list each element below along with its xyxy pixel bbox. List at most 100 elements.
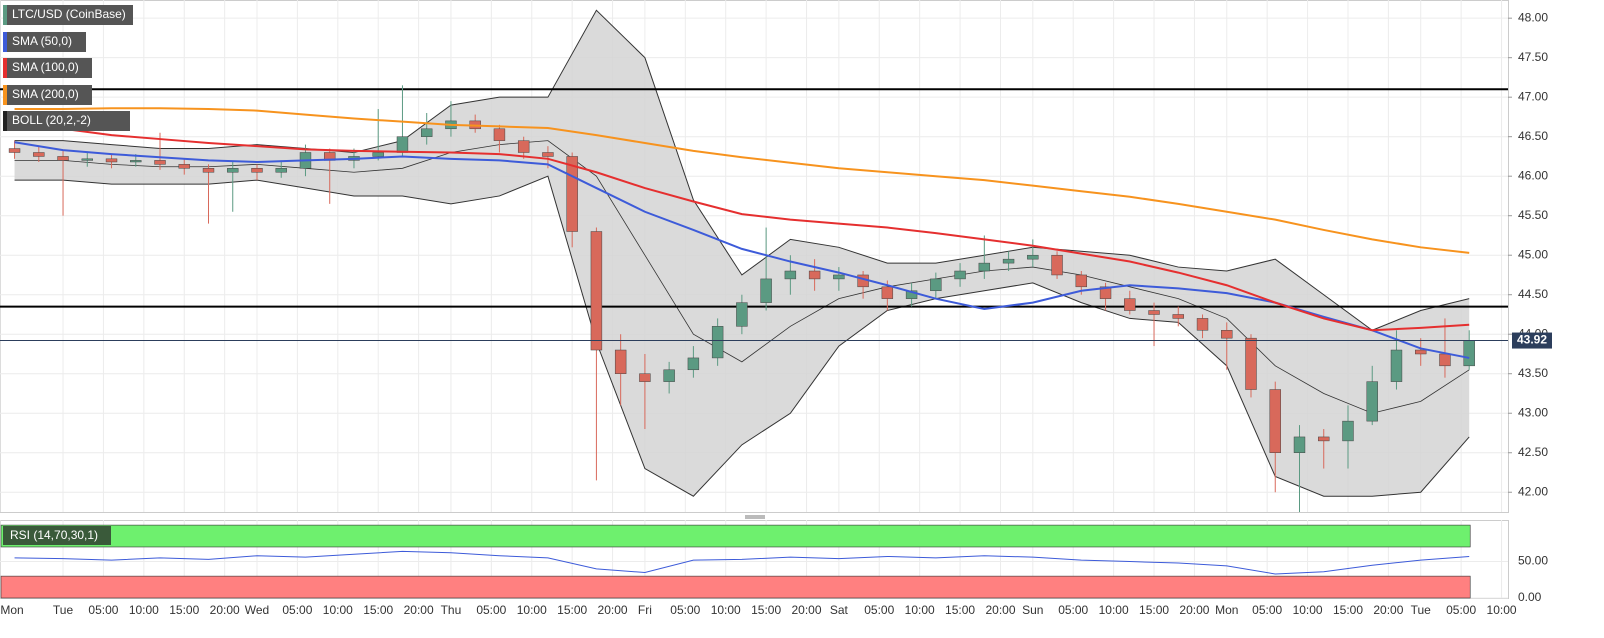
panel-handle[interactable] [745,515,765,519]
candle-body [1463,340,1475,367]
rsi-tick-label: 50.00 [1518,554,1548,568]
candle-body [1196,318,1209,331]
rsi-line [14,550,1470,575]
last-price-box [1512,332,1552,349]
candle-body [639,373,651,382]
rsi-tick-label: 0.00 [1518,590,1542,604]
y-tick-label: 45.50 [1518,208,1548,222]
legend-swatch [3,58,7,78]
oversold-zone [0,575,1471,599]
x-tick-label: 15:00 [1139,603,1169,617]
candle-body [978,262,991,272]
legend: LTC/USD (CoinBase) SMA (50,0) SMA (100,0… [3,5,133,545]
x-tick-label: 05:00 [476,603,506,617]
legend-box[interactable] [3,5,133,25]
candle-body [154,160,166,165]
candle-body [81,158,93,161]
x-tick-label: 05:00 [1058,603,1088,617]
candle-body [566,156,578,232]
y-tick-label: 45.00 [1518,247,1548,261]
legend-box[interactable] [3,32,86,52]
x-tick-label: 20:00 [404,603,434,617]
x-tick-label: 15:00 [1333,603,1363,617]
candle-body [808,270,821,280]
candle-body [517,140,530,153]
candle-body [227,168,239,173]
legend-title: LTC/USD (CoinBase) [12,7,126,21]
x-tick-label: Sun [1022,603,1043,617]
candle-body [1099,286,1112,299]
x-tick-label: 10:00 [129,603,159,617]
legend-box[interactable] [3,58,92,78]
x-tick-label: 10:00 [1487,603,1517,617]
rsi-label: RSI (14,70,30,1) [10,528,98,542]
x-tick-label: Tue [1411,603,1432,617]
y-tick-label: 46.50 [1518,129,1548,143]
legend-label: SMA (100,0) [12,60,79,74]
x-tick-label: 05:00 [864,603,894,617]
x-tick-label: 10:00 [905,603,935,617]
candle-body [396,136,409,153]
y-tick-label: 46.00 [1518,168,1548,182]
sma-line [14,141,1470,359]
candle-body [1124,298,1136,311]
x-tick-label: 15:00 [751,603,781,617]
y-tick-label: 48.00 [1518,10,1548,24]
candle-body [1269,389,1281,453]
y-tick-label: 43.00 [1518,405,1548,419]
y-tick-label: 42.00 [1518,484,1548,498]
x-tick-label: 05:00 [1446,603,1476,617]
candle-body [881,286,894,299]
y-tick-label: 47.50 [1518,50,1548,64]
candle-body [905,290,918,299]
x-tick-label: Fri [638,603,652,617]
x-tick-label: 05:00 [1252,603,1282,617]
last-price-label: 43.92 [1517,333,1547,347]
candle-body [275,168,287,173]
legend-label: SMA (50,0) [12,34,72,48]
y-tick-label: 43.50 [1518,366,1548,380]
candle-body [33,152,45,157]
candle-body [687,357,700,371]
x-tick-label: 10:00 [1293,603,1323,617]
candle-body [420,128,433,137]
x-tick-label: 05:00 [282,603,312,617]
x-tick-label: 05:00 [670,603,700,617]
sma-line [14,121,1470,332]
candle-body [590,231,603,351]
legend-box[interactable] [3,111,130,131]
candle-body [178,164,190,169]
x-tick-label: 15:00 [557,603,587,617]
candle-body [1415,349,1427,355]
legend-label: BOLL (20,2,-2) [12,113,91,127]
overbought-zone [0,524,1471,548]
candle-body [130,160,142,163]
x-tick-label: 20:00 [985,603,1015,617]
legend-swatch [3,5,7,25]
candle-body [372,152,384,157]
x-tick-label: 20:00 [792,603,822,617]
candle-body [833,274,845,280]
x-tick-label: 10:00 [711,603,741,617]
x-tick-label: 20:00 [598,603,628,617]
legend-box[interactable] [3,85,92,105]
x-tick-label: Mon [1215,603,1238,617]
legend-box[interactable] [3,526,111,545]
x-tick-label: 15:00 [363,603,393,617]
candle-body [1075,274,1088,288]
x-tick-label: 20:00 [1179,603,1209,617]
candle-body [930,278,942,292]
candle-body [1318,436,1330,442]
candle-body [1172,314,1184,319]
plot [0,9,1508,512]
candle-body [760,278,772,303]
rsi-plot [0,524,1471,599]
candle-body [784,270,797,280]
candle-body [1245,337,1257,390]
candle-body [1002,258,1015,264]
x-tick-label: 05:00 [88,603,118,617]
y-tick-label: 47.00 [1518,89,1548,103]
candle-body [202,168,215,173]
legend-swatch [3,111,7,131]
